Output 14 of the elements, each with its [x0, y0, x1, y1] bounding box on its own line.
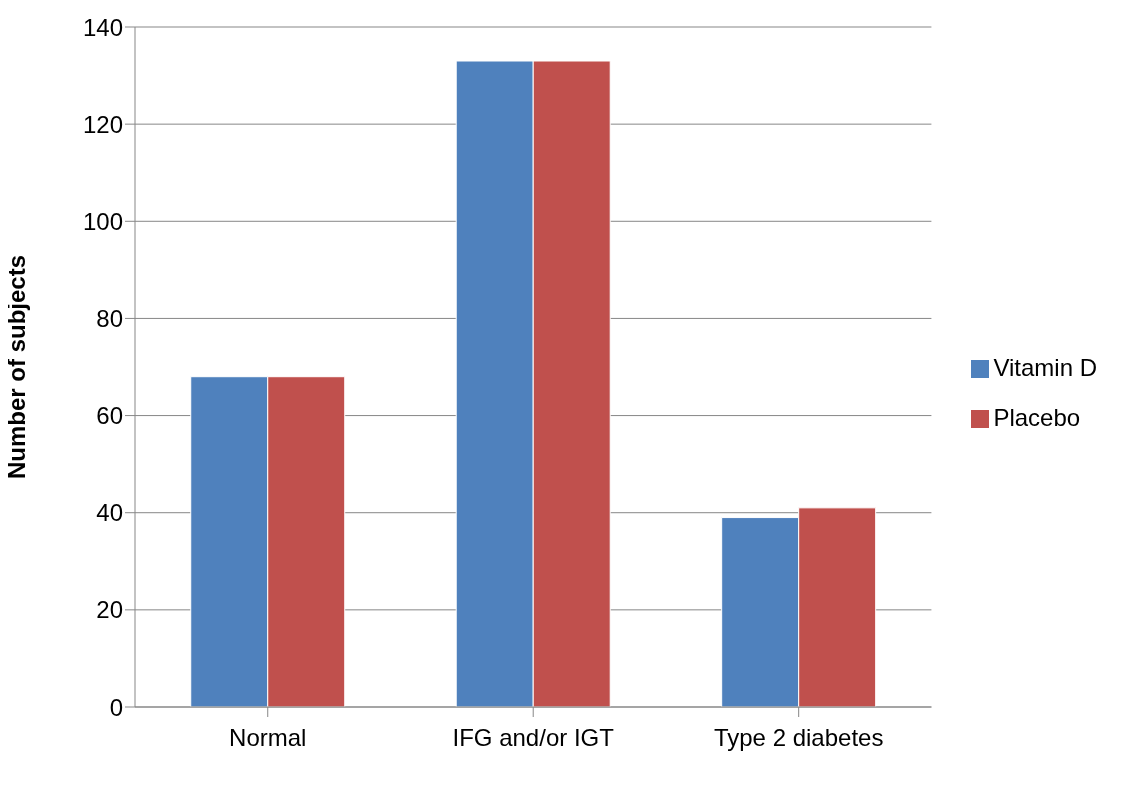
y-tick-label: 100: [82, 207, 123, 235]
y-tick-label: 80: [96, 304, 123, 332]
y-tick-label: 40: [96, 499, 123, 527]
y-tick-label: 60: [96, 402, 123, 430]
y-tick-label: 140: [82, 13, 123, 41]
x-tick-label: Type 2 diabetes: [713, 724, 884, 752]
legend-label: Placebo: [993, 403, 1081, 431]
y-tick-label: 0: [109, 693, 123, 721]
y-axis-title: Number of subjects: [2, 254, 30, 480]
legend-label: Vitamin D: [993, 353, 1097, 381]
y-tick-label: 20: [96, 596, 123, 624]
y-tick-label: 120: [82, 110, 123, 138]
x-tick-label: Normal: [229, 724, 307, 752]
x-tick-label: IFG and/or IGT: [452, 724, 615, 752]
